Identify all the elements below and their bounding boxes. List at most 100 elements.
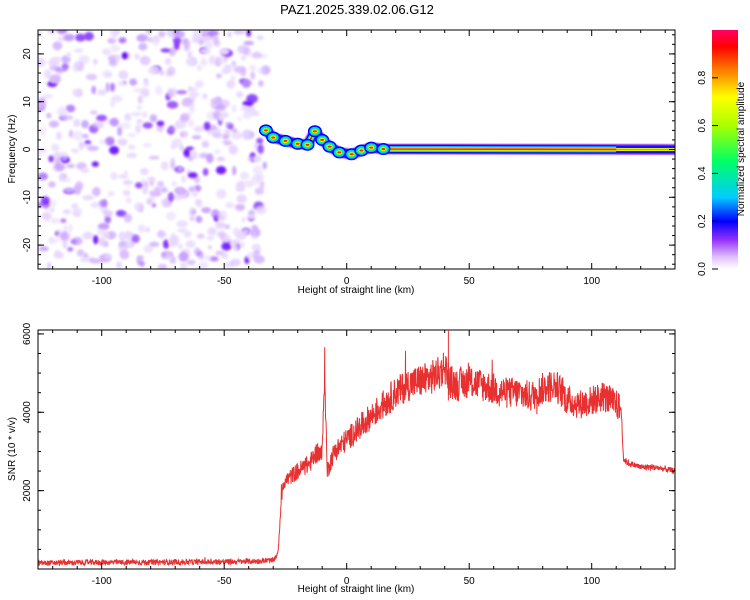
noise-blob	[235, 230, 247, 241]
noise-blob	[177, 166, 183, 172]
noise-blob	[252, 165, 263, 176]
noise-blob	[214, 149, 221, 155]
noise-blob	[246, 30, 252, 37]
noise-blob	[201, 93, 208, 99]
noise-blob	[116, 210, 127, 217]
noise-blob	[156, 120, 165, 127]
noise-blob	[160, 161, 169, 171]
noise-blob	[252, 250, 260, 260]
x-tick-label: 0	[344, 576, 350, 587]
noise-blob	[178, 189, 185, 195]
noise-blob	[76, 162, 87, 170]
y-tick-label: 20	[22, 48, 33, 60]
noise-blob	[96, 114, 108, 122]
noise-blob	[254, 173, 265, 182]
noise-blob	[122, 189, 131, 197]
ridge-point	[337, 151, 342, 154]
noise-blob	[82, 195, 95, 201]
noise-blob	[142, 122, 153, 129]
noise-blob	[50, 217, 61, 224]
noise-blob	[137, 95, 143, 104]
noise-blob	[117, 138, 128, 146]
noise-blob	[160, 198, 170, 207]
ridge-point	[271, 136, 276, 139]
noise-blob	[125, 196, 132, 204]
noise-blob	[207, 227, 218, 236]
noise-blob	[56, 131, 62, 141]
noise-region	[38, 30, 271, 269]
noise-blob	[198, 39, 204, 46]
noise-blob	[110, 172, 118, 180]
noise-blob	[118, 81, 125, 86]
noise-blob	[85, 73, 98, 81]
noise-blob	[134, 53, 140, 60]
noise-blob	[136, 119, 144, 124]
noise-blob	[59, 231, 71, 242]
noise-blob	[160, 187, 168, 193]
noise-blob	[226, 79, 236, 89]
noise-blob	[257, 68, 266, 74]
snr-y-label: SNR (10 * v/v)	[7, 417, 18, 481]
noise-blob	[148, 65, 161, 75]
noise-blob	[105, 82, 110, 93]
noise-blob	[225, 201, 235, 209]
y-tick-label: -20	[22, 237, 33, 252]
noise-blob	[38, 246, 49, 252]
noise-blob	[52, 41, 63, 51]
noise-blob	[81, 120, 89, 129]
colorbar-ticks: 0.0 0.2 0.4 0.6 0.8	[697, 70, 718, 276]
noise-blob	[136, 105, 143, 111]
noise-blob	[214, 104, 226, 112]
noise-blob	[242, 111, 253, 119]
noise-blob	[216, 55, 227, 64]
noise-blob	[40, 196, 51, 206]
noise-blob	[250, 52, 262, 59]
noise-blob	[68, 129, 74, 138]
noise-blob	[145, 226, 150, 233]
noise-blob	[80, 167, 90, 173]
noise-blob	[187, 86, 193, 92]
noise-blob	[208, 55, 216, 65]
noise-blob	[228, 144, 239, 155]
noise-blob	[119, 122, 131, 129]
noise-blob	[206, 153, 214, 164]
colorbar-tick-label: 0.8	[697, 70, 708, 84]
ridge-point	[369, 146, 374, 149]
noise-blob	[187, 172, 198, 179]
noise-blob	[230, 75, 236, 82]
noise-blob	[75, 181, 84, 190]
noise-blob	[191, 135, 202, 140]
noise-blob	[105, 136, 115, 145]
x-tick-label: -100	[92, 576, 112, 587]
noise-blob	[74, 61, 80, 67]
noise-blob	[176, 90, 188, 95]
noise-blob	[216, 73, 222, 79]
noise-blob	[171, 138, 183, 148]
noise-blob	[221, 242, 232, 251]
noise-blob	[195, 215, 203, 223]
noise-blob	[157, 180, 165, 188]
noise-blob	[198, 261, 209, 269]
noise-blob	[167, 88, 175, 98]
noise-blob	[159, 70, 165, 76]
noise-blob	[195, 199, 203, 208]
noise-blob	[149, 114, 158, 123]
noise-blob	[182, 37, 187, 45]
noise-blob	[143, 80, 150, 87]
ridge-point	[305, 143, 310, 146]
noise-blob	[212, 132, 223, 139]
x-tick-label: 50	[464, 576, 476, 587]
noise-blob	[73, 48, 84, 53]
noise-blob	[256, 138, 264, 144]
noise-blob	[246, 252, 254, 261]
noise-blob	[137, 224, 146, 233]
noise-blob	[42, 93, 54, 99]
noise-blob	[170, 157, 175, 168]
noise-blob	[84, 31, 94, 41]
noise-blob	[172, 37, 182, 45]
noise-blob	[56, 30, 68, 34]
ridge-point	[295, 142, 300, 145]
noise-blob	[62, 209, 72, 215]
noise-blob	[138, 260, 145, 267]
noise-blob	[110, 100, 115, 108]
